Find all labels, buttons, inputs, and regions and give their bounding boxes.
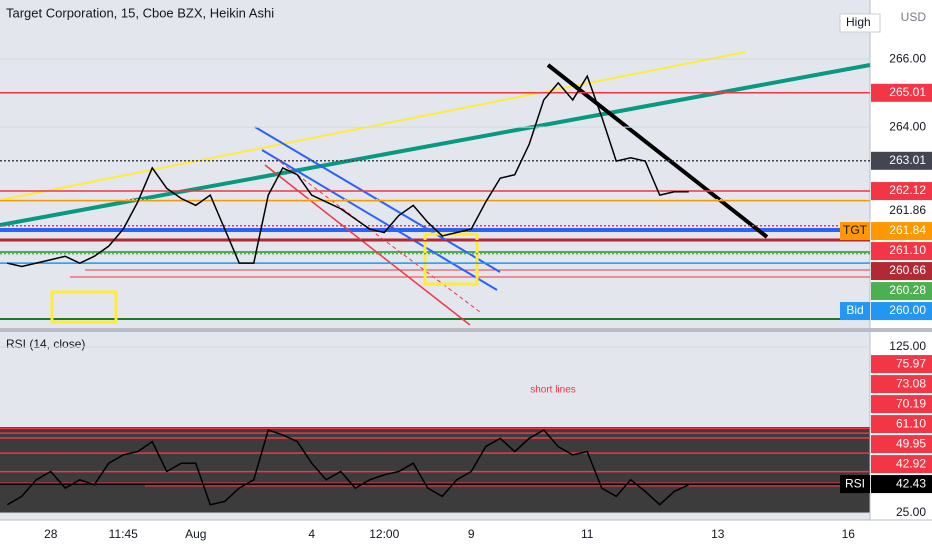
y-tick-label: 25.00 — [896, 505, 926, 519]
currency: USD — [901, 10, 927, 24]
x-tick-label: Aug — [185, 527, 206, 541]
price-label-bg — [871, 83, 932, 102]
tag-bg — [840, 302, 870, 321]
highlight-box — [50, 290, 118, 324]
price-label-bg — [871, 222, 932, 241]
price-label: 261.84 — [889, 223, 926, 237]
price-label-bg — [871, 151, 932, 170]
tag-bg — [840, 475, 870, 494]
x-tick-label: 13 — [711, 527, 725, 541]
price-label-bg — [871, 475, 932, 494]
price-label: 42.92 — [896, 456, 926, 470]
price-label: 261.10 — [889, 243, 926, 257]
price-label: 260.66 — [889, 263, 926, 277]
price-label-bg — [871, 415, 932, 434]
price-label-bg — [871, 182, 932, 201]
y-tick-label: 266.00 — [889, 51, 926, 65]
trend-line — [0, 51, 746, 201]
trend-line — [0, 63, 871, 227]
price-label-bg — [871, 375, 932, 394]
price-label: 49.95 — [896, 436, 926, 450]
price-label: 42.43 — [896, 476, 926, 490]
x-tick-label: 28 — [44, 527, 58, 541]
chart-title: RSI (14, close) — [6, 337, 85, 351]
price-label: 73.08 — [896, 376, 926, 390]
price-label-bg — [871, 202, 932, 221]
price-label-bg — [871, 302, 932, 321]
price-label-bg — [871, 282, 932, 301]
price-label-bg — [871, 455, 932, 474]
price-label: 70.19 — [896, 396, 926, 410]
price-label-bg — [871, 355, 932, 374]
price-label-bg — [871, 242, 932, 261]
channel-line — [261, 149, 498, 291]
x-tick-label: 9 — [468, 527, 475, 541]
high-tag-bg — [839, 13, 881, 33]
price-label: 263.01 — [889, 153, 926, 167]
price-label: 261.86 — [889, 203, 926, 217]
x-tick-label: 11 — [581, 527, 594, 541]
x-tick-label: 11:45 — [109, 527, 138, 541]
price-label: 265.01 — [889, 85, 926, 99]
price-label: 260.00 — [889, 303, 926, 317]
x-tick-label: 16 — [842, 527, 856, 541]
rsi-shade — [0, 427, 870, 513]
tag: TGT — [843, 223, 868, 237]
high-tag: High — [846, 15, 871, 29]
series-line — [6, 429, 690, 506]
annotation: short lines — [530, 385, 576, 396]
x-tick-label: 4 — [308, 527, 315, 541]
x-tick-label: 12:00 — [369, 527, 399, 541]
price-label: 75.97 — [896, 356, 926, 370]
trend-line — [546, 63, 769, 239]
chart-title: Target Corporation, 15, Cboe BZX, Heikin… — [6, 5, 274, 20]
channel-line — [274, 157, 481, 313]
tag: Bid — [846, 303, 863, 317]
y-tick-label: 264.00 — [889, 119, 926, 133]
tag-bg — [840, 222, 870, 241]
series-line — [7, 74, 689, 268]
price-label: 61.10 — [896, 416, 926, 430]
y-tick-label: 125.00 — [889, 339, 926, 353]
drawings — [0, 51, 871, 487]
price-label-bg — [871, 262, 932, 281]
price-label: 262.12 — [889, 183, 926, 197]
tag: RSI — [845, 476, 865, 490]
price-label: 260.28 — [889, 283, 926, 297]
price-label-bg — [871, 395, 932, 414]
price-label-bg — [871, 435, 932, 454]
